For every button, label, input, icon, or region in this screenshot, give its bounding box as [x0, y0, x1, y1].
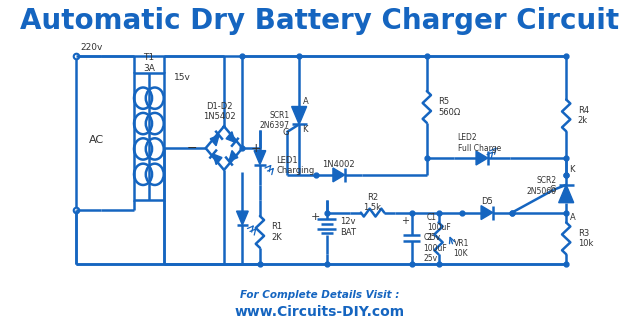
Text: −: − [187, 142, 197, 155]
Text: For Complete Details Visit :: For Complete Details Visit : [240, 290, 400, 300]
Text: R3
10k: R3 10k [578, 229, 593, 248]
Text: C1
100uF
25v: C1 100uF 25v [424, 233, 447, 263]
Polygon shape [333, 168, 344, 182]
Text: Automatic Dry Battery Charger Circuit: Automatic Dry Battery Charger Circuit [20, 7, 620, 35]
Text: R4
2k: R4 2k [578, 106, 589, 125]
Polygon shape [213, 154, 222, 165]
Text: SCR1
2N6397: SCR1 2N6397 [260, 111, 290, 130]
Text: T1
3A: T1 3A [143, 53, 155, 73]
Text: +: + [310, 212, 320, 222]
Text: +: + [401, 215, 410, 225]
Text: R2
1.5k: R2 1.5k [364, 193, 381, 213]
Polygon shape [481, 206, 493, 219]
Text: SCR2
2N5060: SCR2 2N5060 [526, 176, 556, 195]
Polygon shape [237, 211, 248, 225]
Text: A: A [303, 97, 308, 106]
Text: 220v: 220v [80, 44, 102, 52]
Text: R1
2K: R1 2K [271, 222, 283, 242]
Text: C1
100uF
25v: C1 100uF 25v [427, 213, 451, 242]
Text: www.Circuits-DIY.com: www.Circuits-DIY.com [235, 305, 405, 319]
Text: LED2
Full Charge: LED2 Full Charge [458, 134, 501, 153]
Polygon shape [254, 150, 266, 164]
Polygon shape [226, 132, 235, 142]
Text: LED1
Charging: LED1 Charging [276, 156, 315, 175]
Polygon shape [559, 185, 573, 203]
Text: +: + [251, 142, 261, 155]
Text: K: K [570, 165, 575, 175]
Text: VR1
10K: VR1 10K [454, 239, 469, 258]
Text: 15v: 15v [174, 73, 191, 82]
Text: D5: D5 [481, 197, 493, 206]
Polygon shape [210, 135, 219, 146]
Text: 12v
BAT: 12v BAT [340, 217, 356, 237]
Polygon shape [292, 107, 307, 124]
Text: R5
560Ω: R5 560Ω [438, 97, 461, 117]
Text: AC: AC [89, 135, 104, 145]
Polygon shape [229, 150, 238, 161]
Text: 1N4002: 1N4002 [323, 159, 355, 169]
Text: G: G [550, 185, 556, 194]
Text: K: K [303, 125, 308, 134]
Text: D1-D2
1N5402: D1-D2 1N5402 [204, 102, 236, 121]
Polygon shape [476, 151, 488, 165]
Text: G: G [283, 128, 289, 137]
Bar [134, 73, 164, 200]
Text: A: A [570, 213, 575, 222]
